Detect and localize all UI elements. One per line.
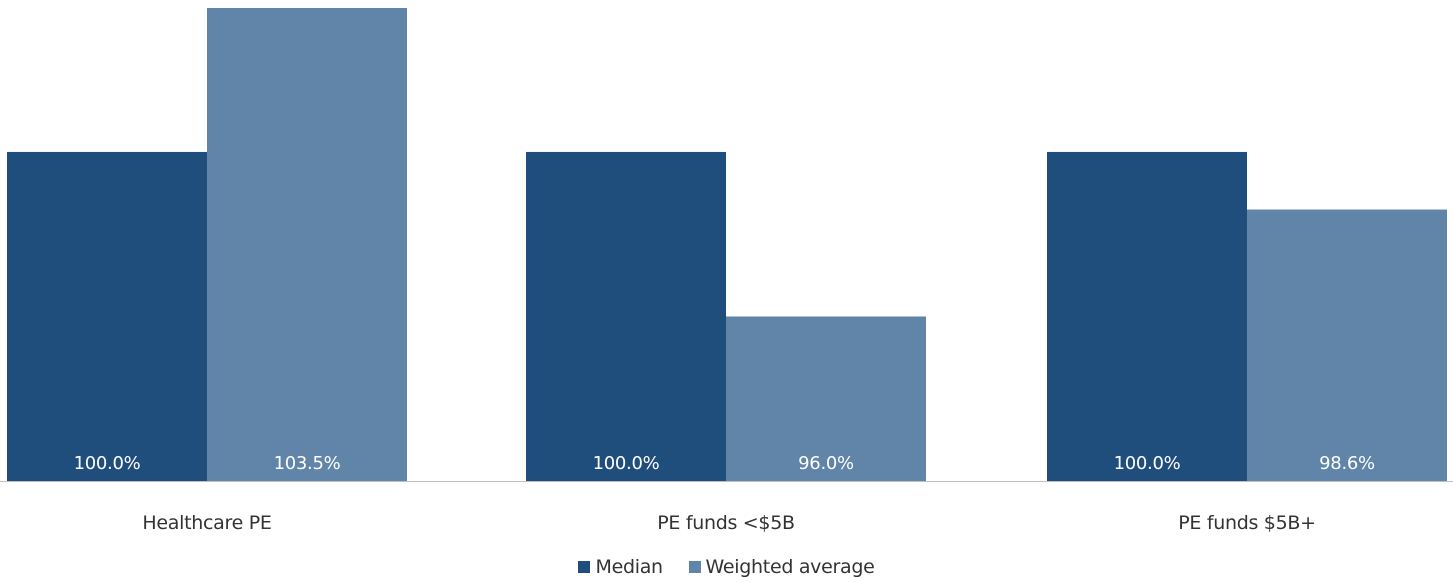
bar-median-2 <box>1047 151 1247 481</box>
bar-weighted-average-2 <box>1247 209 1447 481</box>
legend-item-weighted-average: Weighted average <box>688 556 875 578</box>
data-label-median-2: 100.0% <box>1114 453 1181 474</box>
legend-item-median: Median <box>578 556 663 578</box>
category-label-2: PE funds $5B+ <box>1178 512 1316 534</box>
data-label-weighted-average-1: 96.0% <box>798 453 854 474</box>
legend-swatch-weighted-average <box>688 561 701 573</box>
data-label-median-1: 100.0% <box>593 453 660 474</box>
legend: Median Weighted average <box>0 556 1453 578</box>
bar-median-1 <box>526 151 726 481</box>
bar-chart: 100.0% 103.5% Healthcare PE 100.0% 96.0% PE f… <box>0 8 1453 534</box>
bar-weighted-average-0 <box>207 8 407 481</box>
data-label-weighted-average-0: 103.5% <box>274 453 341 474</box>
legend-swatch-median <box>578 561 591 573</box>
data-label-weighted-average-2: 98.6% <box>1319 453 1375 474</box>
bar-median-0 <box>7 151 207 481</box>
category-label-0: Healthcare PE <box>142 512 271 534</box>
legend-label-median: Median <box>595 556 663 578</box>
bar-weighted-average-1 <box>726 316 926 481</box>
category-label-1: PE funds <$5B <box>657 512 795 534</box>
legend-label-weighted-average: Weighted average <box>705 556 875 578</box>
data-label-median-0: 100.0% <box>74 453 141 474</box>
